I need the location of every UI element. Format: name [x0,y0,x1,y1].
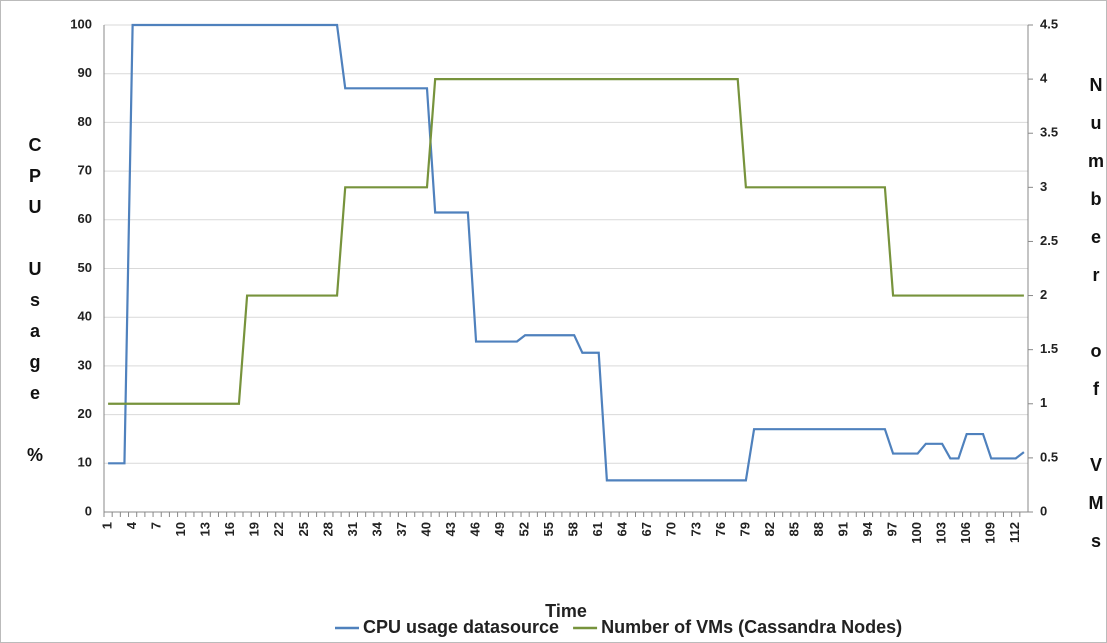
x-tick-label: 43 [443,522,458,536]
x-tick-label: 64 [615,521,630,536]
x-tick-label: 31 [345,522,360,536]
legend-label: Number of VMs (Cassandra Nodes) [601,617,902,637]
y-tick-label: 90 [78,65,92,80]
x-tick-label: 37 [394,522,409,536]
x-axis-title: Time [545,601,587,621]
x-tick-label: 34 [369,521,384,536]
x-tick-label: 106 [958,522,973,544]
y2-tick-label: 0 [1040,503,1047,518]
x-tick-label: 16 [222,522,237,536]
x-tick-label: 100 [909,522,924,544]
x-tick-label: 13 [198,522,213,536]
x-tick-label: 91 [835,522,850,536]
x-tick-label: 97 [885,522,900,536]
y2-tick-label: 0.5 [1040,449,1058,464]
series-line [108,78,1024,405]
x-tick-label: 67 [639,522,654,536]
y2-tick-label: 3 [1040,179,1047,194]
x-tick-label: 7 [149,522,164,529]
x-tick-label: 103 [934,522,949,544]
y2-tick-label: 2 [1040,287,1047,302]
x-tick-label: 82 [762,522,777,536]
x-tick-label: 49 [492,522,507,536]
y2-tick-label: 1.5 [1040,341,1058,356]
x-tick-label: 4 [124,521,139,529]
y2-tick-label: 4.5 [1040,16,1058,31]
series-line [108,23,1025,482]
x-tick-label: 88 [811,522,826,536]
y2-tick-label: 2.5 [1040,233,1058,248]
y-tick-label: 100 [70,16,92,31]
x-tick-label: 58 [566,522,581,536]
x-tick-label: 76 [713,522,728,536]
x-tick-label: 46 [467,522,482,536]
y-tick-label: 70 [78,163,92,178]
y2-tick-label: 3.5 [1040,125,1058,140]
x-tick-label: 55 [541,522,556,536]
x-tick-label: 10 [173,522,188,536]
y-tick-label: 50 [78,260,92,275]
x-tick-label: 52 [517,522,532,536]
x-tick-label: 79 [737,522,752,536]
legend-label: CPU usage datasource [363,617,559,637]
x-tick-label: 25 [296,522,311,536]
x-tick-label: 73 [688,522,703,536]
x-tick-label: 40 [418,522,433,536]
x-tick-label: 22 [271,522,286,536]
x-tick-label: 112 [1007,522,1022,543]
y-tick-label: 60 [78,211,92,226]
y-tick-label: 10 [78,455,92,470]
y-tick-label: 40 [78,309,92,324]
x-tick-label: 94 [860,521,875,536]
x-tick-label: 19 [247,522,262,536]
x-tick-label: 1 [100,522,115,529]
x-tick-label: 28 [320,522,335,536]
y2-axis-title: Number of VMs [1086,75,1106,569]
x-tick-label: 61 [590,522,605,536]
y-tick-label: 30 [78,357,92,372]
x-tick-label: 70 [664,522,679,536]
y2-tick-label: 4 [1040,71,1048,86]
y-tick-label: 80 [78,114,92,129]
x-tick-label: 85 [786,522,801,536]
y-tick-label: 0 [85,503,92,518]
y-axis-title: CPU Usage % [25,135,45,476]
y2-tick-label: 1 [1040,395,1047,410]
x-tick-label: 109 [983,522,998,544]
y-tick-label: 20 [78,406,92,421]
